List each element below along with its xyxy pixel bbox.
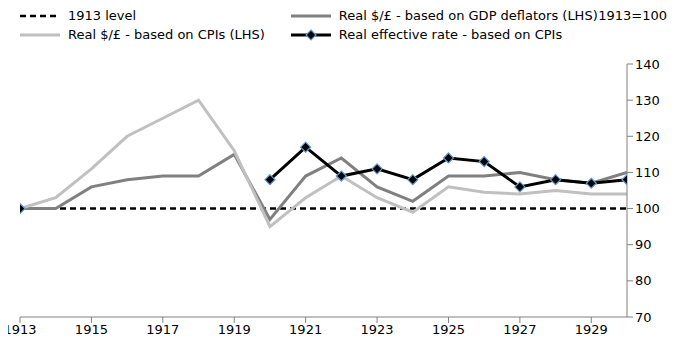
html-text:1913=100: 1913=100 — [598, 8, 667, 23]
svg-text:1917: 1917 — [146, 322, 179, 337]
svg-text:1927: 1927 — [503, 322, 536, 337]
svg-text:70: 70 — [635, 310, 652, 325]
html-text:Real $/£ - based on CPIs (LHS): Real $/£ - based on CPIs (LHS) — [68, 27, 265, 42]
svg-text:120: 120 — [635, 129, 660, 144]
html-text:Real $/£ - based on GDP deflat: Real $/£ - based on GDP deflators (LHS) — [338, 8, 598, 23]
html-text:1913 level: 1913 level — [68, 8, 137, 23]
svg-text:90: 90 — [635, 237, 652, 252]
svg-text:1915: 1915 — [75, 322, 108, 337]
svg-text:110: 110 — [635, 165, 660, 180]
svg-text:80: 80 — [635, 273, 652, 288]
svg-text:1923: 1923 — [361, 322, 394, 337]
svg-text:140: 140 — [635, 57, 660, 72]
svg-text:130: 130 — [635, 93, 660, 108]
svg-text:100: 100 — [635, 201, 660, 216]
html-text:Real effective rate - based on: Real effective rate - based on CPIs — [338, 27, 563, 42]
svg-text:1929: 1929 — [575, 322, 608, 337]
svg-text:1925: 1925 — [432, 322, 465, 337]
svg-text:1913: 1913 — [8, 322, 37, 337]
svg-text:1919: 1919 — [218, 322, 251, 337]
svg-text:1921: 1921 — [289, 322, 322, 337]
